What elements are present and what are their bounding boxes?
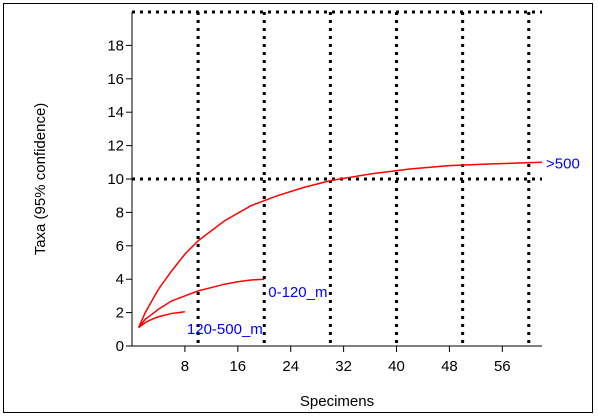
series-line xyxy=(137,161,543,328)
series-group xyxy=(137,161,543,329)
y-tick-label: 4 xyxy=(116,271,124,288)
x-tick-label: 48 xyxy=(441,358,458,375)
y-tick-label: 2 xyxy=(116,305,124,322)
x-axis-title: Specimens xyxy=(300,393,374,410)
x-tick-label: 16 xyxy=(229,358,246,375)
y-tick-label: 6 xyxy=(116,238,124,255)
chart-frame: 0 2 4 6 8 10 12 14 16 18 8 16 24 32 40 48 56 Specimens Tax… xyxy=(3,3,593,413)
y-tick-label: 16 xyxy=(107,71,124,88)
labels-group: >500 0-120_m 120-500_m xyxy=(187,155,580,337)
series-line xyxy=(138,311,185,329)
x-tick-label: 24 xyxy=(282,358,299,375)
series-label: 0-120_m xyxy=(268,284,327,301)
series-line xyxy=(138,278,265,329)
x-tick-label: 32 xyxy=(335,358,352,375)
y-tick-label: 10 xyxy=(107,171,124,188)
y-tick-label: 12 xyxy=(107,138,124,155)
series-label: 120-500_m xyxy=(187,321,263,338)
y-tick-label: 14 xyxy=(107,104,124,121)
x-tick-label: 40 xyxy=(388,358,405,375)
y-tick-label: 8 xyxy=(116,204,124,221)
x-tick-label: 56 xyxy=(494,358,511,375)
x-tick-label: 8 xyxy=(181,358,189,375)
series-label: >500 xyxy=(546,155,580,172)
y-tick-label: 0 xyxy=(116,338,124,355)
y-axis-title: Taxa (95% confidence) xyxy=(32,103,49,256)
y-tick-label: 18 xyxy=(107,37,124,54)
